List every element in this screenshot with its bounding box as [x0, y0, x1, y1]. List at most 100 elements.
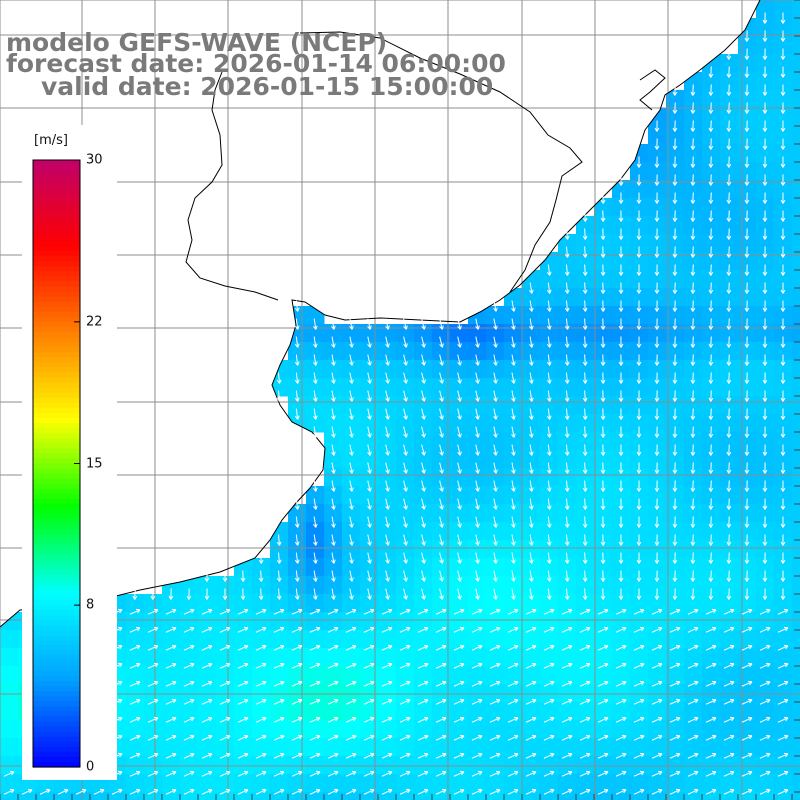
wind-speed-cell	[360, 702, 379, 721]
wind-speed-cell	[720, 252, 739, 271]
wind-speed-cell	[432, 792, 451, 800]
wind-arrow	[636, 390, 642, 402]
wind-speed-cell	[468, 792, 487, 800]
wind-speed-cell	[504, 684, 523, 703]
wind-arrow	[345, 698, 357, 705]
wind-arrow	[417, 644, 429, 651]
wind-speed-cell	[756, 432, 775, 451]
wind-arrow	[546, 516, 552, 528]
wind-speed-cell	[306, 342, 325, 361]
wind-speed-cell	[378, 486, 397, 505]
wind-speed-cell	[720, 342, 739, 361]
wind-speed-cell	[666, 720, 685, 739]
wind-arrow	[600, 390, 606, 402]
wind-arrow	[708, 84, 714, 96]
wind-speed-cell	[630, 720, 649, 739]
wind-speed-cell	[720, 504, 739, 523]
wind-speed-cell	[486, 468, 505, 487]
wind-arrow	[493, 354, 498, 366]
wind-arrow	[511, 534, 516, 546]
wind-arrow	[186, 588, 192, 600]
wind-arrow	[385, 480, 390, 492]
wind-speed-cell	[198, 702, 217, 721]
wind-speed-cell	[702, 234, 721, 253]
wind-speed-cell	[630, 666, 649, 685]
wind-arrow	[367, 372, 372, 384]
wind-arrow	[147, 680, 159, 687]
wind-speed-cell	[540, 540, 559, 559]
wind-arrow	[147, 770, 159, 777]
wind-speed-cell	[324, 522, 343, 541]
wind-speed-cell	[792, 792, 800, 800]
wind-arrow	[399, 644, 411, 651]
wind-arrow	[708, 282, 714, 294]
wind-speed-cell	[522, 720, 541, 739]
wind-arrow	[183, 626, 195, 633]
wind-speed-cell	[540, 522, 559, 541]
wind-speed-cell	[666, 792, 685, 800]
wind-arrow	[708, 66, 714, 78]
wind-arrow	[529, 444, 534, 456]
wind-speed-cell	[522, 342, 541, 361]
wind-speed-cell	[774, 558, 793, 577]
wind-speed-cell	[612, 306, 631, 325]
wind-speed-cell	[324, 576, 343, 595]
wind-speed-cell	[594, 774, 613, 793]
wind-arrow	[780, 192, 786, 204]
wind-arrow	[777, 752, 789, 759]
wind-arrow	[561, 734, 573, 741]
wind-arrow	[201, 680, 213, 687]
wind-speed-cell	[522, 414, 541, 433]
colorbar-segment	[33, 210, 80, 217]
wind-speed-cell	[252, 558, 271, 577]
wind-arrow	[291, 734, 303, 741]
wind-speed-cell	[684, 342, 703, 361]
wind-arrow	[309, 626, 321, 633]
wind-speed-cell	[324, 720, 343, 739]
wind-speed-cell	[720, 90, 739, 109]
wind-speed-cell	[792, 324, 800, 343]
wind-speed-cell	[774, 486, 793, 505]
wind-speed-cell	[612, 576, 631, 595]
wind-arrow	[313, 318, 318, 330]
wind-speed-cell	[738, 180, 757, 199]
wind-arrow	[345, 716, 357, 723]
wind-speed-cell	[252, 720, 271, 739]
wind-arrow	[399, 608, 411, 615]
wind-arrow	[654, 534, 660, 546]
wind-arrow	[564, 534, 570, 546]
wind-arrow	[291, 644, 303, 651]
wind-arrow	[507, 734, 519, 741]
wind-speed-cell	[216, 702, 235, 721]
wind-speed-cell	[720, 738, 739, 757]
wind-speed-cell	[684, 324, 703, 343]
wind-arrow	[582, 372, 588, 384]
wind-arrow	[618, 534, 624, 546]
wind-arrow	[564, 354, 570, 366]
wind-speed-cell	[540, 450, 559, 469]
wind-speed-cell	[396, 558, 415, 577]
wind-speed-cell	[792, 180, 800, 199]
wind-arrow	[294, 336, 300, 348]
wind-arrow	[744, 30, 750, 42]
colorbar-segment	[33, 665, 80, 672]
wind-speed-cell	[468, 666, 487, 685]
wind-speed-cell	[648, 198, 667, 217]
wind-speed-cell	[720, 468, 739, 487]
wind-arrow	[129, 788, 141, 795]
wind-speed-cell	[720, 198, 739, 217]
wind-arrow	[439, 516, 444, 528]
wind-speed-cell	[342, 360, 361, 379]
wind-arrow	[471, 662, 483, 669]
colorbar-segment	[33, 463, 80, 470]
wind-speed-cell	[576, 468, 595, 487]
colorbar-segment	[33, 402, 80, 409]
wind-speed-cell	[792, 144, 800, 163]
wind-arrow	[511, 570, 516, 582]
wind-arrow	[525, 644, 537, 651]
wind-speed-cell	[702, 198, 721, 217]
wind-arrow	[147, 752, 159, 759]
wind-arrow	[345, 770, 357, 777]
wind-arrow	[475, 552, 480, 564]
wind-speed-cell	[486, 558, 505, 577]
